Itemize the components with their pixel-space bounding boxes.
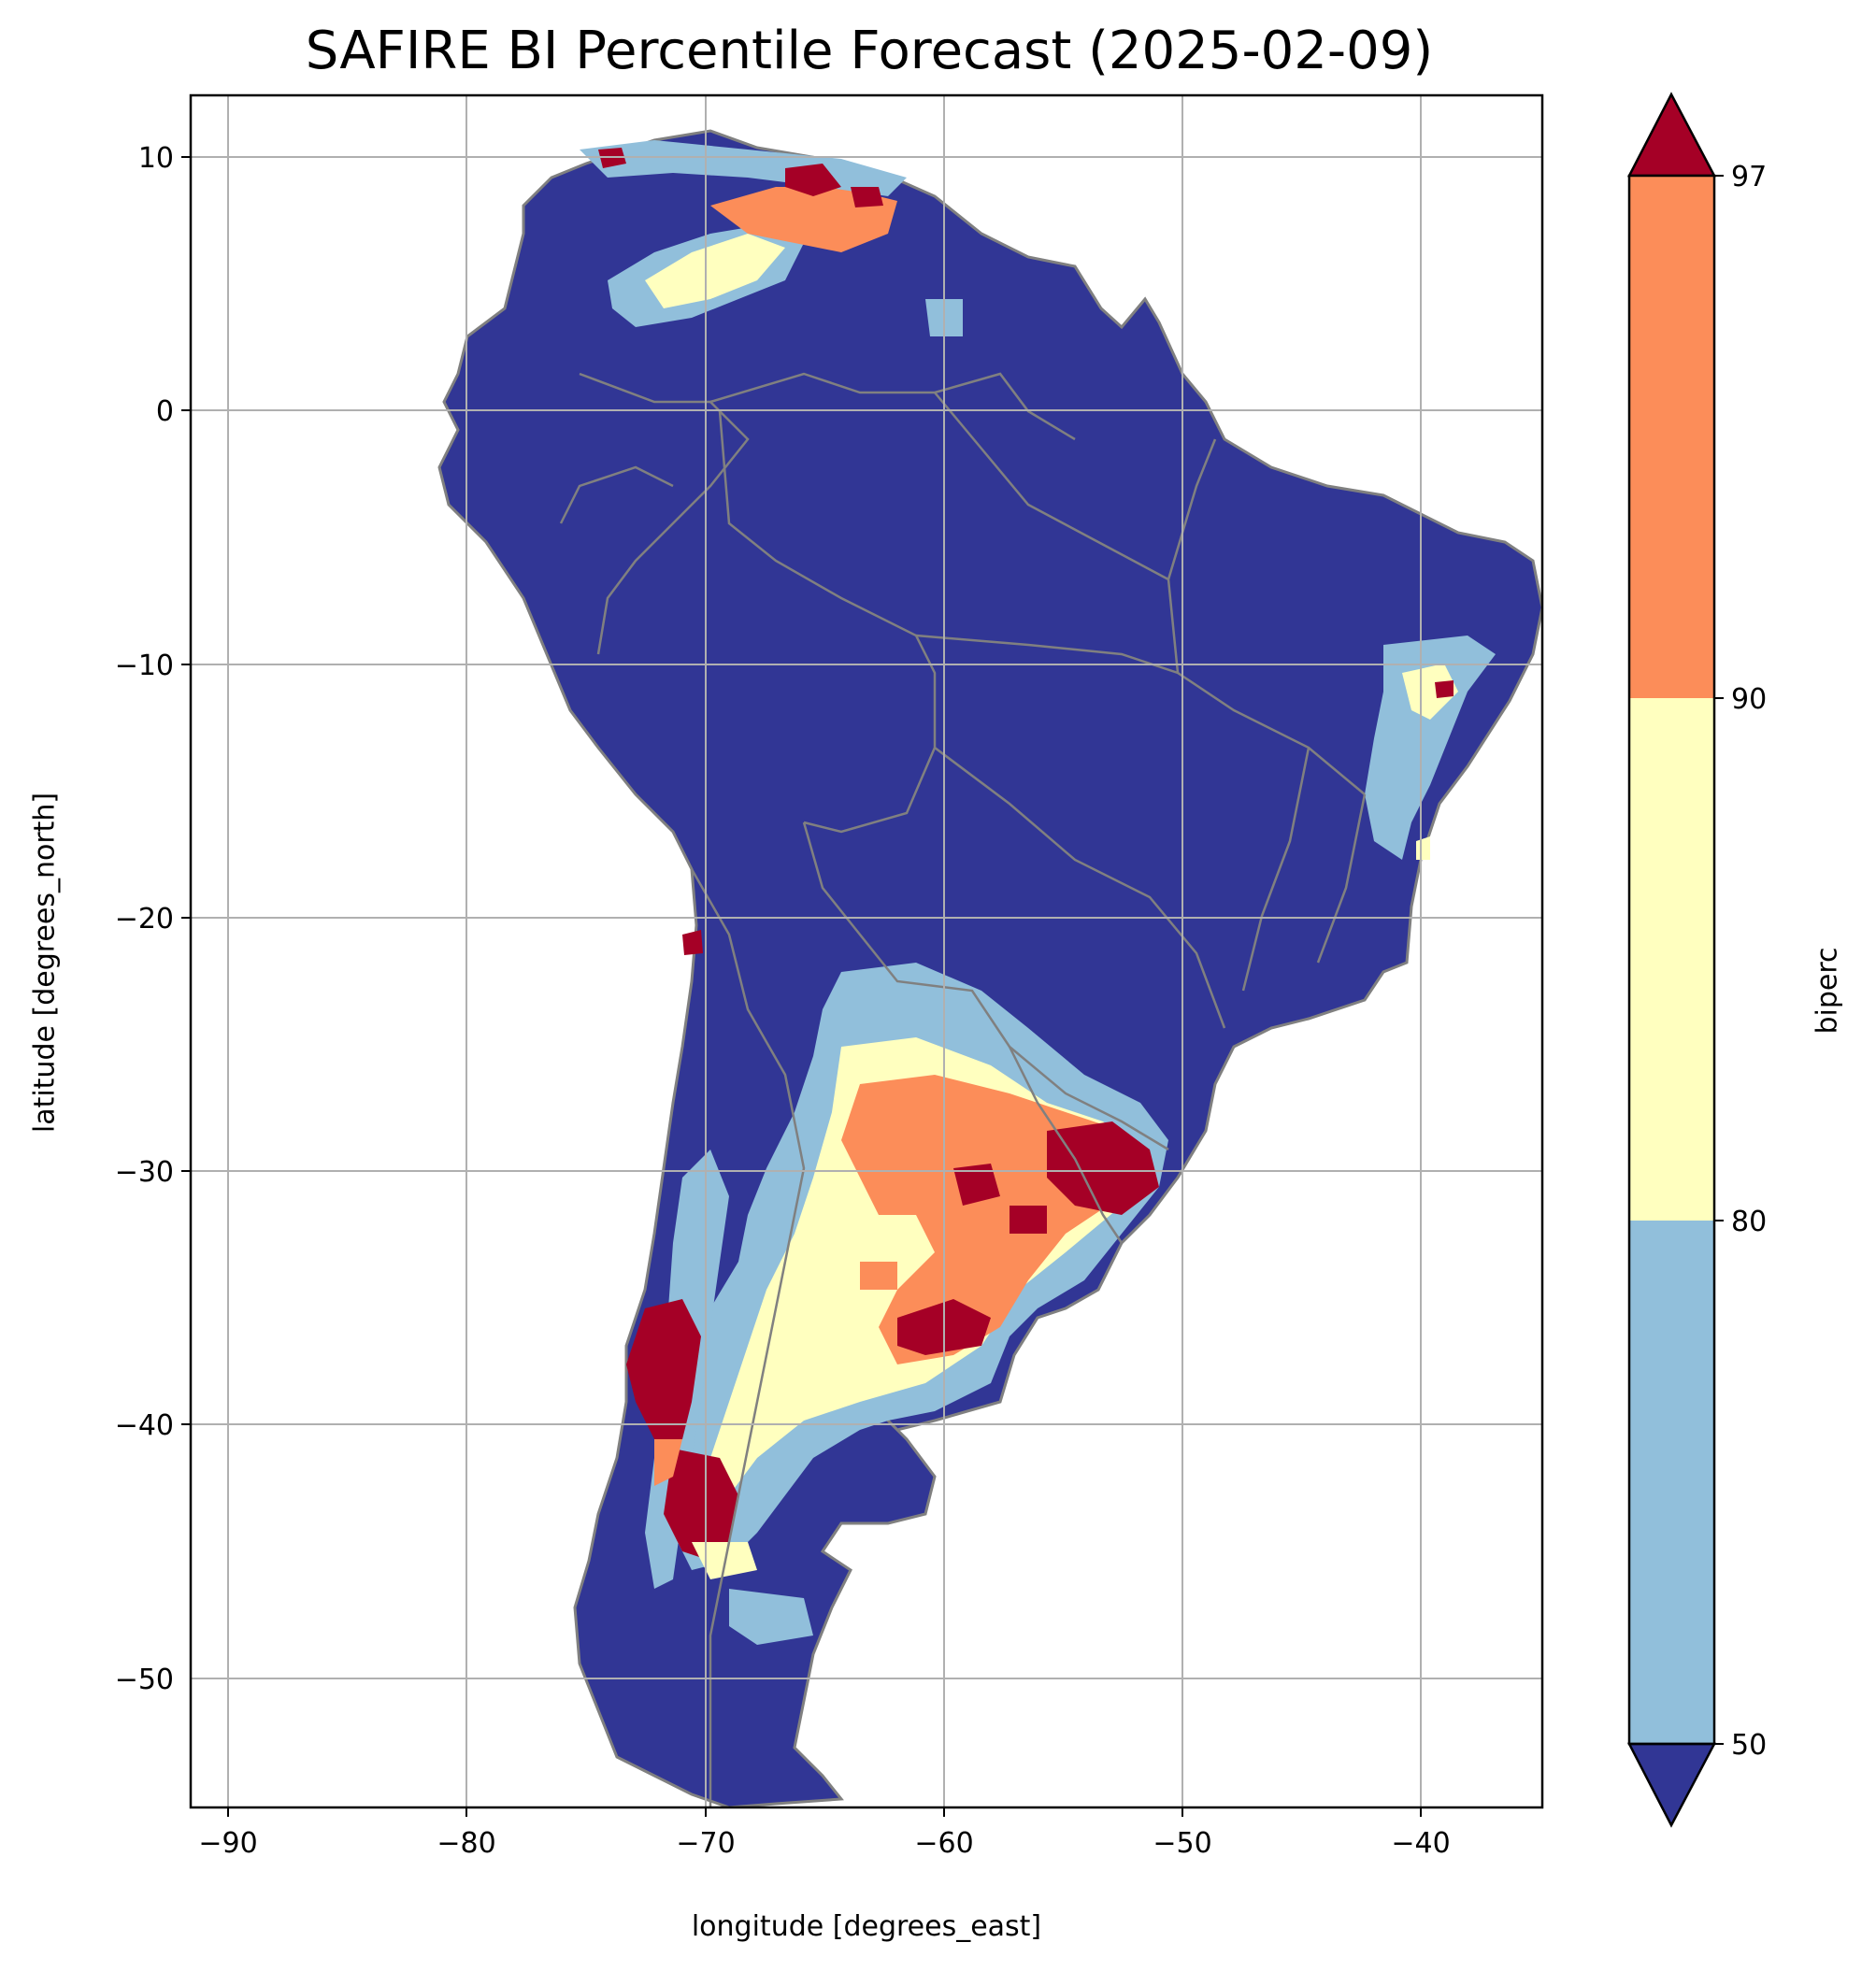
chart-title: SAFIRE BI Percentile Forecast (2025-02-0… — [305, 21, 1434, 81]
y-tick-label: 10 — [138, 142, 174, 175]
x-tick-label: −40 — [1391, 1827, 1450, 1860]
y-tick-label: −20 — [115, 903, 174, 936]
y-tick-label: −10 — [115, 650, 174, 682]
y-tick-labels: 10 0 −10 −20 −30 −40 −50 — [115, 142, 174, 1696]
x-tick-labels: −90 −80 −70 −60 −50 −40 — [198, 1827, 1450, 1860]
x-tick-label: −70 — [676, 1827, 735, 1860]
y-tick-label: −40 — [115, 1409, 174, 1442]
tick-marks — [181, 156, 1422, 1817]
gridlines — [191, 95, 1542, 1807]
colorbar-label: biperc — [1811, 947, 1844, 1035]
y-axis-label: latitude [degrees_north] — [28, 792, 62, 1134]
x-tick-label: −50 — [1153, 1827, 1211, 1860]
x-tick-label: −90 — [198, 1827, 257, 1860]
x-tick-label: −80 — [437, 1827, 495, 1860]
y-tick-label: −50 — [115, 1664, 174, 1696]
axes-frame — [189, 93, 1544, 1809]
country-borders — [559, 372, 1367, 1807]
y-tick-label: 0 — [156, 395, 174, 428]
patches-patagonia — [626, 930, 813, 1645]
patches-east-brazil — [1365, 636, 1496, 860]
x-tick-label: −60 — [914, 1827, 973, 1860]
x-axis-label: longitude [degrees_east] — [691, 1910, 1042, 1943]
y-tick-label: −30 — [115, 1156, 174, 1189]
